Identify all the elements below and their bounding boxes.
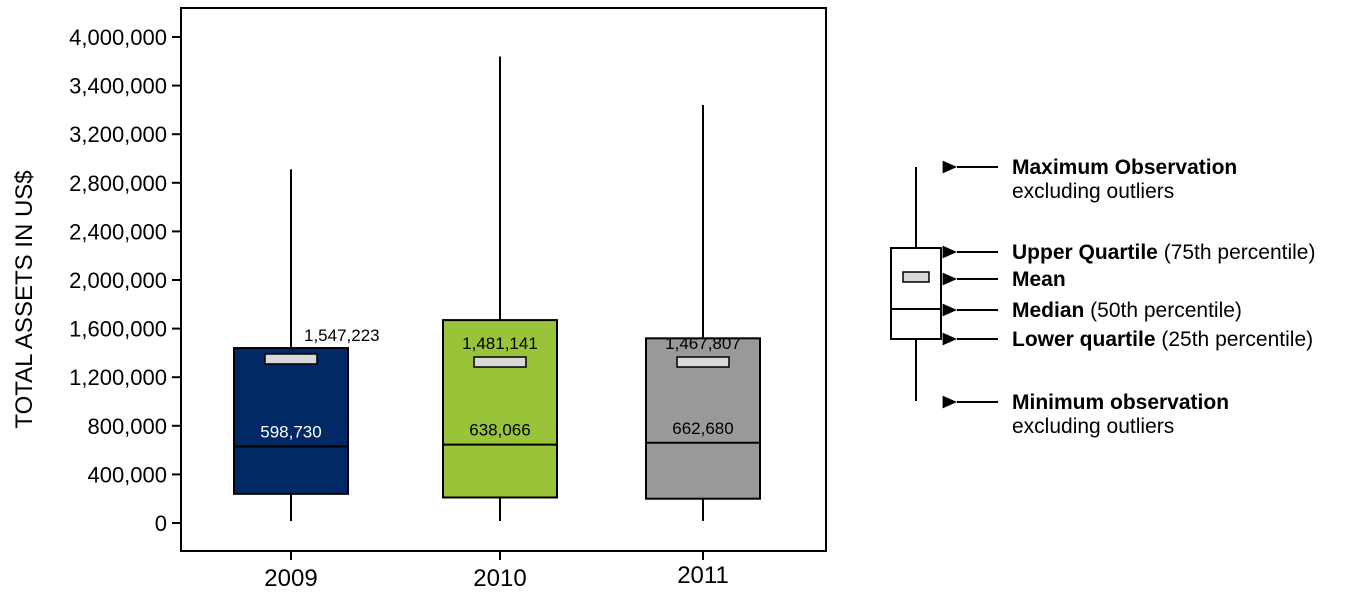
y-tick-label: 2,400,000 <box>69 219 167 244</box>
box-2011: 662,680 1,467,807 2011 <box>645 105 761 589</box>
legend-label-bold: Maximum Observation <box>1012 156 1237 179</box>
legend-label-bold: Upper Quartile <box>1012 241 1158 264</box>
legend-item: Mean <box>942 268 1066 291</box>
mean-marker <box>676 356 730 368</box>
median-label: 638,066 <box>469 421 530 440</box>
legend-label-bold: Lower quartile <box>1012 328 1156 351</box>
y-tick-label: 800,000 <box>87 414 167 439</box>
legend-label-detail: (50th percentile) <box>1084 299 1242 322</box>
x-tick-label: 2009 <box>264 565 317 590</box>
legend-label: Mean <box>1012 268 1066 291</box>
y-tick-label: 2,000,000 <box>69 268 167 293</box>
legend-label: Minimum observation <box>1012 391 1229 414</box>
y-tick-label: 4,000,000 <box>69 25 167 50</box>
legend-label-bold: Median <box>1012 299 1084 322</box>
iqr-box <box>233 347 349 495</box>
box-2009: 598,730 1,547,223 2009 <box>233 169 380 592</box>
x-tick-label: 2011 <box>677 562 729 589</box>
legend-label: Median (50th percentile) <box>1012 299 1242 322</box>
median-label: 598,730 <box>260 422 321 441</box>
y-axis-title: TOTAL ASSETS IN US$ <box>11 170 38 428</box>
iqr-box <box>442 319 558 499</box>
legend-label-bold: Minimum observation <box>1012 391 1229 414</box>
legend-item: Lower quartile (25th percentile) <box>942 328 1313 351</box>
median-label: 662,680 <box>672 419 733 438</box>
y-tick-label: 0 <box>155 511 167 536</box>
y-tick-label: 3,400,000 <box>69 74 167 99</box>
mean-label: 1,467,807 <box>665 334 741 353</box>
box-2010: 638,066 1,481,141 2010 <box>442 56 558 592</box>
legend-label-detail: (25th percentile) <box>1156 328 1314 351</box>
legend-label: Lower quartile (25th percentile) <box>1012 328 1313 351</box>
y-tick-label: 400,000 <box>87 462 167 487</box>
x-tick-label: 2010 <box>473 565 526 590</box>
y-tick-label: 1,600,000 <box>69 317 167 342</box>
mean-label: 1,547,223 <box>304 326 380 345</box>
legend-label: Maximum Observation <box>1012 156 1237 179</box>
y-tick-label: 3,200,000 <box>69 122 167 147</box>
y-tick-label: 1,200,000 <box>69 365 167 390</box>
legend-mean-marker <box>902 271 930 283</box>
legend-box <box>890 247 942 340</box>
y-tick-label: 2,800,000 <box>69 171 167 196</box>
legend-label: Upper Quartile (75th percentile) <box>1012 241 1315 264</box>
legend-item: Upper Quartile (75th percentile) <box>942 241 1315 264</box>
legend-item: Median (50th percentile) <box>942 299 1242 322</box>
legend-label-line2: excluding outliers <box>1012 180 1174 203</box>
legend-label-detail: (75th percentile) <box>1158 241 1316 264</box>
legend-label-bold: Mean <box>1012 268 1066 291</box>
mean-marker <box>264 353 318 365</box>
mean-label: 1,481,141 <box>462 334 538 353</box>
mean-marker <box>473 356 527 368</box>
legend-label-line2: excluding outliers <box>1012 415 1174 438</box>
